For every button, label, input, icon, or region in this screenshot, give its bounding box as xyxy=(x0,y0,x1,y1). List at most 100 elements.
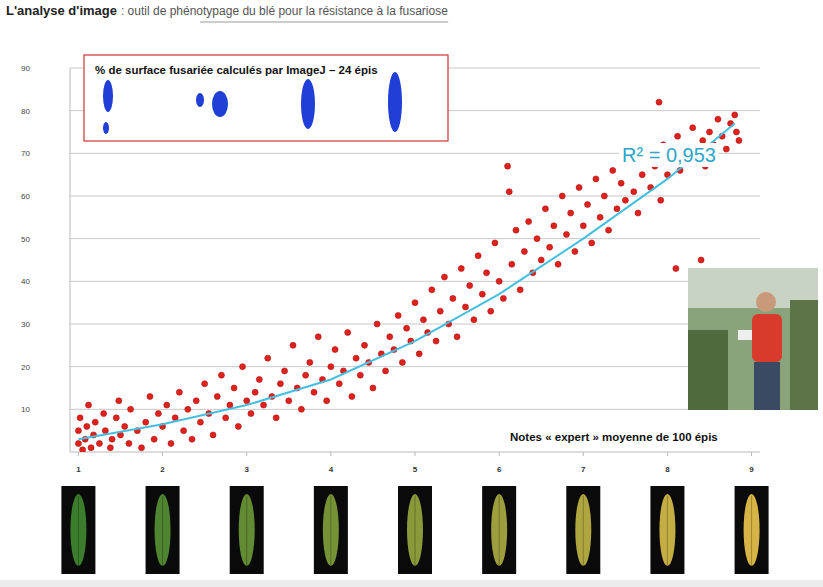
point xyxy=(109,436,115,442)
x-ticks: 123456789 xyxy=(76,452,754,474)
title-group: L'analyse d'image: outil de phénotypage … xyxy=(6,3,448,18)
point xyxy=(479,291,485,297)
y-tick-label: 80 xyxy=(21,107,30,116)
ear xyxy=(744,494,760,566)
y-tick-label: 40 xyxy=(21,277,30,286)
x-tick xyxy=(330,452,331,456)
point xyxy=(214,394,220,400)
point xyxy=(202,381,208,387)
ear xyxy=(155,494,171,566)
point xyxy=(185,406,191,412)
point xyxy=(168,440,174,446)
data xyxy=(75,99,742,452)
point xyxy=(639,172,645,178)
point xyxy=(357,372,363,378)
point xyxy=(589,240,595,246)
point xyxy=(454,334,460,340)
photo xyxy=(688,268,818,410)
point xyxy=(77,415,83,421)
point xyxy=(277,381,283,387)
point xyxy=(151,436,157,442)
title: L'analyse d'image xyxy=(6,3,117,18)
y-axis xyxy=(70,68,71,452)
point xyxy=(336,381,342,387)
point xyxy=(345,330,351,336)
point xyxy=(698,257,704,263)
ear-photo xyxy=(314,486,348,574)
ear-stem xyxy=(246,496,247,566)
x-tick xyxy=(246,452,247,456)
point xyxy=(462,304,468,310)
point xyxy=(555,261,561,267)
point xyxy=(282,368,288,374)
ear-photo xyxy=(146,486,180,574)
point xyxy=(75,428,81,434)
point xyxy=(526,219,532,225)
x-tick xyxy=(415,452,416,456)
point xyxy=(568,210,574,216)
grid-line xyxy=(70,238,760,239)
point xyxy=(107,445,113,451)
point xyxy=(458,266,464,272)
point xyxy=(332,347,338,353)
point xyxy=(437,308,443,314)
grid-line xyxy=(70,196,760,197)
bottom-band xyxy=(0,580,823,587)
point xyxy=(395,312,401,318)
point xyxy=(290,342,296,348)
segmented-ear xyxy=(196,93,204,107)
x-tick-label: 1 xyxy=(76,465,81,474)
ear-stem xyxy=(751,496,752,566)
y-tick-label: 50 xyxy=(21,235,30,244)
x-tick-label: 7 xyxy=(581,465,586,474)
point xyxy=(147,394,153,400)
y-tick-label: 10 xyxy=(21,405,30,414)
point xyxy=(399,359,405,365)
grid-line xyxy=(70,324,760,325)
point xyxy=(303,372,309,378)
point xyxy=(248,411,254,417)
photo-jeans xyxy=(754,362,780,410)
point xyxy=(370,385,376,391)
segmented-ear xyxy=(388,72,402,132)
x-tick xyxy=(78,452,79,456)
y-axis-title: % de surface fusariée calculés par Image… xyxy=(95,64,378,76)
point xyxy=(690,125,696,131)
x-tick-label: 6 xyxy=(497,465,502,474)
point xyxy=(92,419,98,425)
point xyxy=(517,287,523,293)
photo-notebook xyxy=(738,330,752,340)
point xyxy=(450,295,456,301)
point xyxy=(593,176,599,182)
point xyxy=(80,447,86,452)
point xyxy=(197,419,203,425)
photo-plants xyxy=(790,300,818,410)
point xyxy=(235,423,241,429)
point xyxy=(84,423,90,429)
photo-plants xyxy=(688,330,728,410)
point xyxy=(715,116,721,122)
point xyxy=(227,402,233,408)
point xyxy=(496,278,502,284)
point xyxy=(429,287,435,293)
annotation: R² = 0,953 xyxy=(622,144,716,166)
point xyxy=(113,415,119,421)
point xyxy=(315,334,321,340)
point xyxy=(210,432,216,438)
point xyxy=(606,227,612,233)
y-tick-label: 70 xyxy=(21,149,30,158)
point xyxy=(601,193,607,199)
point xyxy=(707,129,713,135)
point xyxy=(506,189,512,195)
point xyxy=(538,257,544,263)
point xyxy=(273,415,279,421)
point xyxy=(656,99,662,105)
point xyxy=(585,202,591,208)
point xyxy=(551,223,557,229)
point xyxy=(307,359,313,365)
point xyxy=(256,376,262,382)
point xyxy=(521,248,527,254)
point xyxy=(559,193,565,199)
point xyxy=(353,355,359,361)
point xyxy=(509,261,515,267)
